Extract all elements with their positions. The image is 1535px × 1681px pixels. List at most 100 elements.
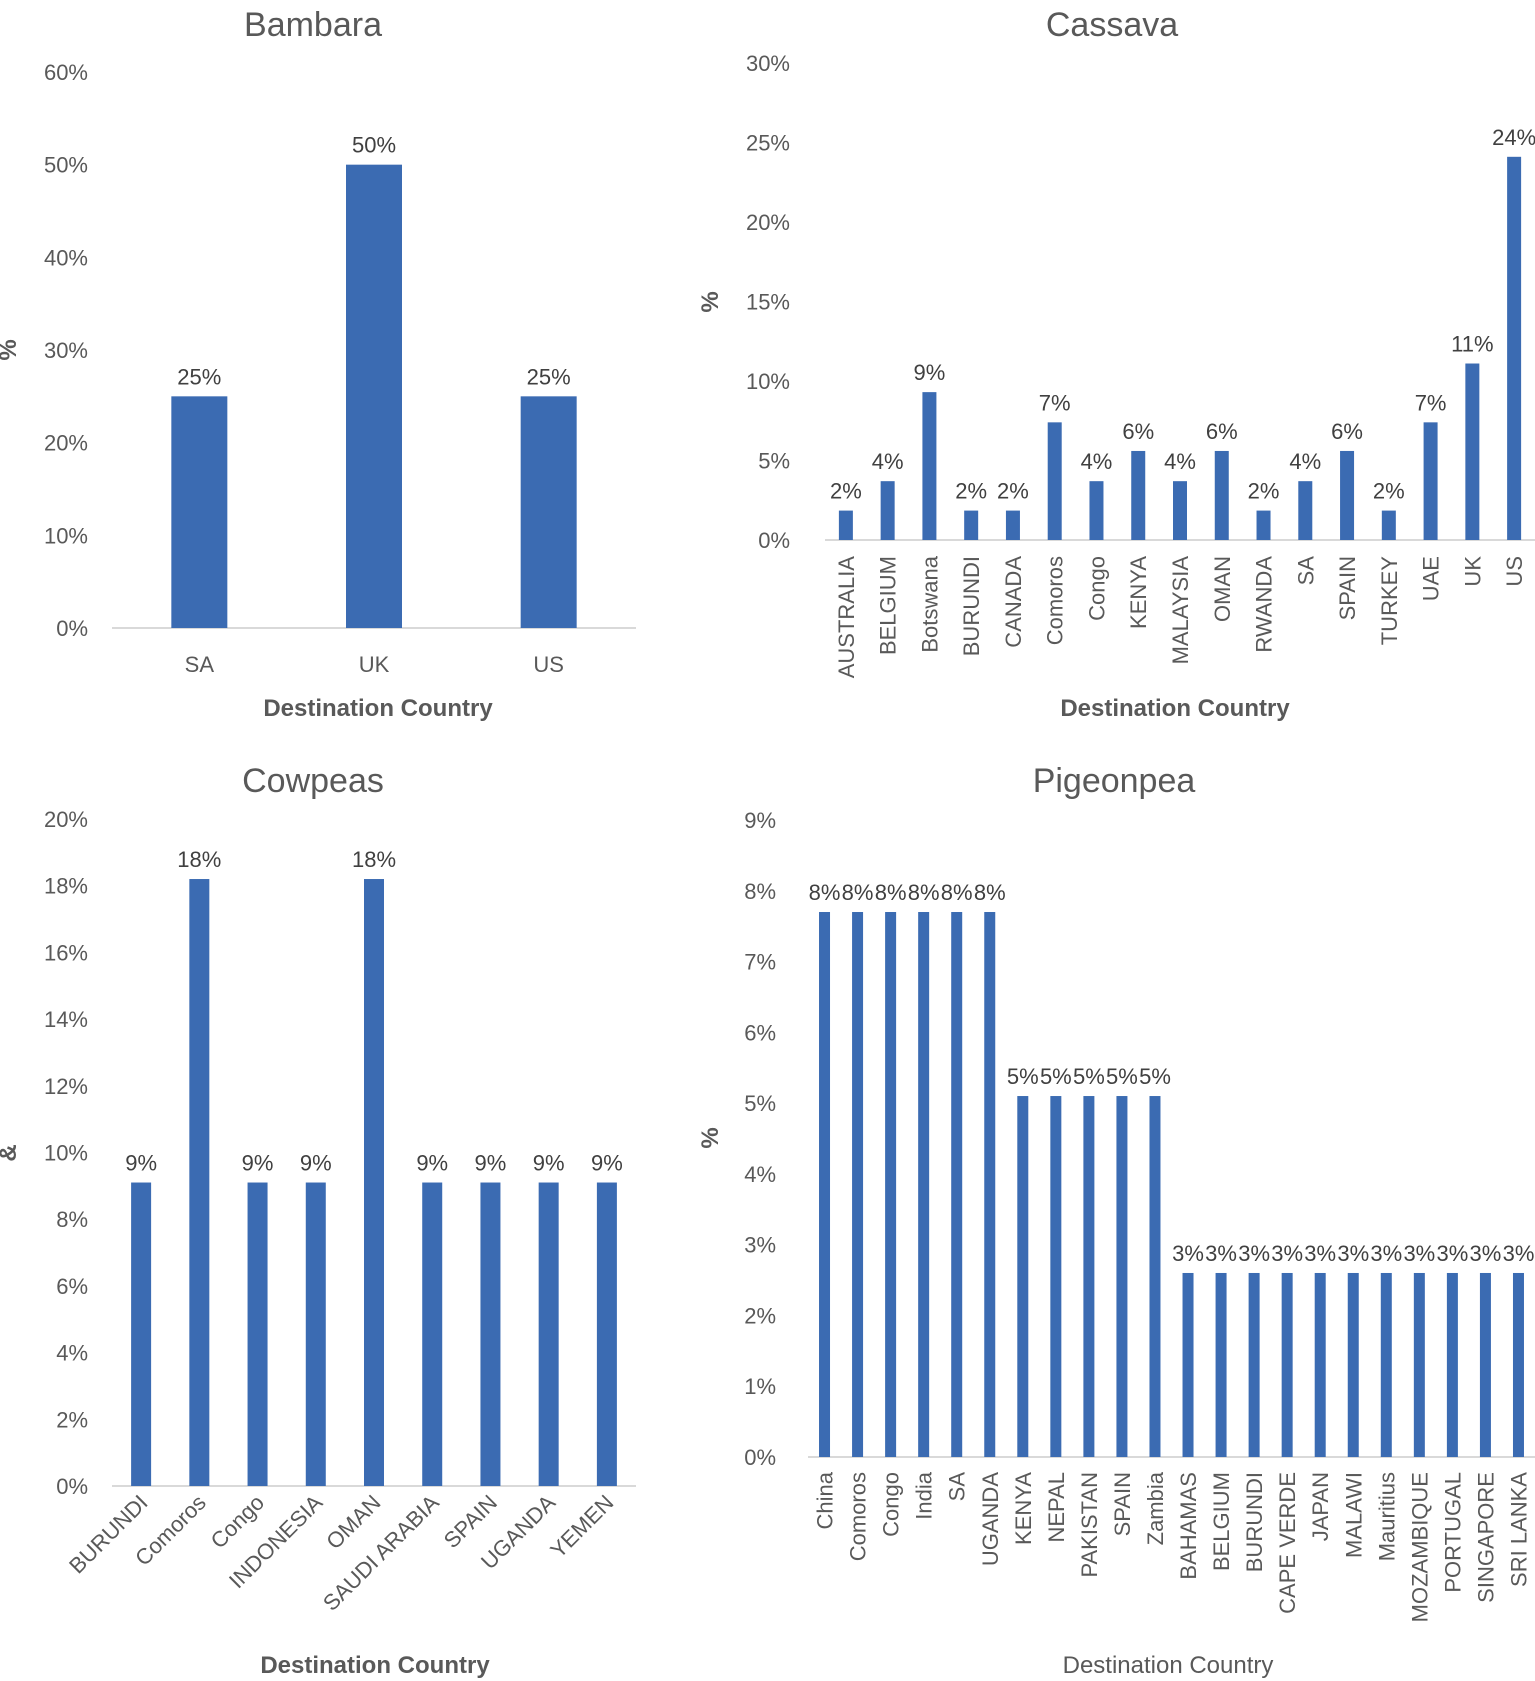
y-tick-label: 16% [44,940,88,965]
chart-title: Cowpeas [242,762,384,800]
data-label: 3% [1238,1241,1270,1266]
bar-burundi [1248,1272,1260,1457]
y-tick-label: 0% [56,1474,88,1499]
x-tick-label: Zambia [1143,1471,1168,1545]
bar-botswana [922,392,937,540]
chart-title: Cassava [1046,6,1178,44]
data-label: 9% [125,1151,157,1176]
data-label: 3% [1271,1241,1303,1266]
x-axis-title: Destination Country [263,695,493,722]
bar-mauritius [1380,1272,1392,1457]
x-tick-label: UAE [1419,556,1444,601]
data-label: 9% [591,1151,623,1176]
x-tick-label: SA [185,652,215,677]
bar-comoros [189,879,210,1486]
y-tick-label: 2% [56,1407,88,1432]
x-tick-label: PAKISTAN [1077,1472,1102,1578]
x-tick-label: BELGIUM [876,556,901,655]
x-tick-label: BURUNDI [959,556,984,656]
bar-uk [1465,363,1480,540]
bar-burundi [131,1182,152,1486]
y-tick-label: 9% [744,808,776,833]
x-axis-title: Destination Country [1060,695,1290,722]
x-tick-label: PORTUGAL [1440,1472,1465,1593]
data-label: 24% [1492,125,1535,150]
x-tick-label: KENYA [1011,1472,1036,1545]
y-tick-label: 4% [744,1162,776,1187]
bar-uae [1423,422,1438,540]
x-tick-label: India [912,1471,937,1519]
y-tick-label: 40% [44,245,88,270]
data-label: 2% [997,479,1029,504]
data-label: 5% [1073,1064,1105,1089]
data-label: 9% [914,360,946,385]
y-tick-label: 8% [744,879,776,904]
y-tick-label: 6% [56,1274,88,1299]
data-label: 4% [1289,449,1321,474]
x-tick-label: CAPE VERDE [1275,1472,1300,1614]
bar-singapore [1479,1272,1491,1457]
x-tick-label: MOZAMBIQUE [1407,1472,1432,1622]
y-tick-label: 10% [44,1141,88,1166]
data-label: 18% [352,847,396,872]
bar-yemen [596,1182,617,1486]
x-tick-label: SA [945,1472,970,1502]
data-label: 8% [809,880,841,905]
bar-sa [171,396,228,628]
bar-oman [1214,450,1229,540]
data-label: 8% [941,880,973,905]
x-tick-label: SPAIN [1335,556,1360,620]
bar-kenya [1131,450,1146,540]
bar-belgium [1215,1272,1227,1457]
data-label: 3% [1436,1241,1468,1266]
data-label: 8% [842,880,874,905]
bar-pakistan [1083,1096,1095,1457]
x-tick-label: TURKEY [1377,556,1402,646]
bar-uk [346,164,402,628]
bar-uganda [538,1182,559,1486]
y-tick-label: 20% [44,431,88,456]
x-tick-label: UK [1460,556,1485,587]
x-tick-label: BAHAMAS [1176,1472,1201,1580]
data-label: 4% [872,449,904,474]
bar-congo [885,912,897,1457]
bar-bahamas [1182,1272,1194,1457]
y-tick-label: 20% [746,210,790,235]
chart-cowpeas: Cowpeas & 0% 2% 4% 6% 8% 10% 12% 14% 16% 18% 20% 9% BU… [0,762,636,1679]
y-tick-label: 2% [744,1303,776,1328]
bar-congo [1089,481,1104,540]
x-tick-label: MALAWI [1341,1472,1366,1558]
data-label: 3% [1370,1241,1402,1266]
y-tick-label: 7% [744,950,776,975]
y-axis-title: % [697,1127,724,1148]
data-label: 6% [1122,419,1154,444]
bar-japan [1314,1272,1326,1457]
y-tick-label: 50% [44,153,88,178]
y-tick-label: 18% [44,874,88,899]
x-tick-label: Congo [879,1472,904,1537]
y-tick-label: 0% [758,528,790,553]
y-tick-label: 15% [746,290,790,315]
x-tick-label: SPAIN [1110,1472,1135,1536]
x-axis-title: Destination Country [260,1652,490,1679]
x-tick-label: BURUNDI [1242,1472,1267,1572]
x-tick-label: CANADA [1001,556,1026,648]
data-label: 6% [1331,419,1363,444]
bar-sa [1298,481,1313,540]
data-label: 9% [416,1151,448,1176]
x-tick-label: US [533,652,564,677]
x-tick-label: Congo [1084,556,1109,621]
bar-oman [364,879,384,1486]
bar-spain [480,1182,501,1486]
x-tick-label: KENYA [1126,556,1151,629]
data-label: 3% [1403,1241,1435,1266]
x-tick-label: YEMEN [545,1490,618,1563]
bar-australia [838,510,853,540]
y-tick-label: 60% [44,60,88,85]
x-tick-label: Mauritius [1374,1472,1399,1561]
chart-title: Pigeonpea [1033,762,1196,800]
y-tick-label: 12% [44,1074,88,1099]
x-tick-label: Comoros [846,1472,871,1561]
x-tick-label: Botswana [917,555,942,652]
data-label: 9% [533,1151,565,1176]
